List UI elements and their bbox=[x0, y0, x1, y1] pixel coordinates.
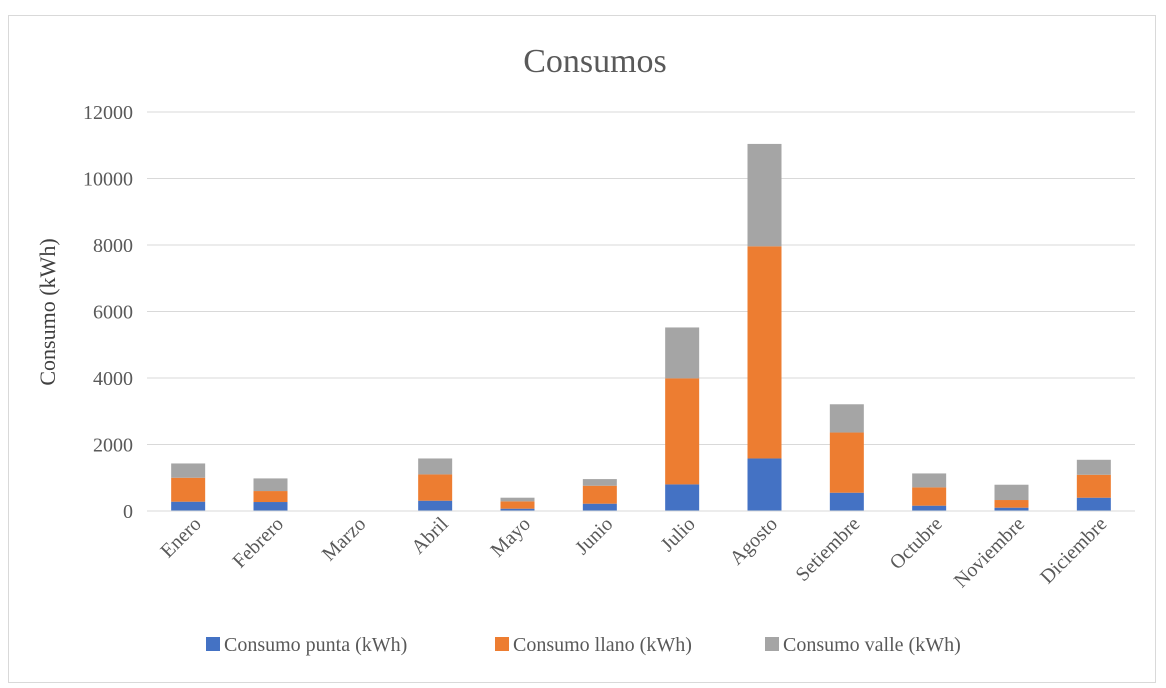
bar-segment bbox=[665, 378, 700, 485]
bar-segment bbox=[912, 487, 947, 506]
legend: Consumo punta (kWh) Consumo llano (kWh) Co… bbox=[206, 634, 961, 656]
legend-label: Consumo punta (kWh) bbox=[224, 634, 407, 656]
bar-segment bbox=[994, 484, 1029, 501]
bar-segment bbox=[747, 143, 782, 247]
bar-segment bbox=[500, 497, 535, 502]
bar-segment bbox=[500, 501, 535, 509]
bar-segment bbox=[253, 502, 288, 511]
legend-swatch bbox=[495, 637, 509, 651]
bar-segment bbox=[1076, 474, 1111, 498]
bar-segment bbox=[665, 484, 700, 511]
x-tick-label: Mayo bbox=[486, 513, 535, 562]
chart-title: Consumos bbox=[523, 43, 667, 80]
bar-segment bbox=[829, 492, 864, 511]
x-tick-label: Octubre bbox=[886, 513, 947, 574]
y-tick-label: 2000 bbox=[93, 435, 133, 457]
bar-segment bbox=[994, 500, 1029, 508]
x-tick-label: Abril bbox=[407, 513, 453, 559]
y-tick-label: 8000 bbox=[93, 235, 133, 257]
stacked-bar-chart: Consumos Consumo (kWh) 0 2000 4000 6000 8000… bbox=[35, 43, 1135, 656]
y-tick-label: 0 bbox=[123, 501, 133, 523]
bar-segment bbox=[665, 327, 700, 379]
bar-segment bbox=[829, 432, 864, 493]
bar-segment bbox=[253, 478, 288, 492]
x-tick-label: Diciembre bbox=[1036, 513, 1111, 588]
y-axis-label: Consumo (kWh) bbox=[35, 238, 60, 385]
legend-swatch bbox=[765, 637, 779, 651]
chart-container: Consumos Consumo (kWh) 0 2000 4000 6000 8000… bbox=[8, 15, 1156, 683]
legend-label: Consumo valle (kWh) bbox=[783, 634, 961, 656]
legend-label: Consumo llano (kWh) bbox=[513, 634, 692, 656]
bar-segment bbox=[582, 485, 617, 504]
bar-segment bbox=[253, 491, 288, 503]
bar-segment bbox=[418, 474, 453, 501]
bar-segment bbox=[418, 500, 453, 511]
y-axis-ticks: 0 2000 4000 6000 8000 10000 12000 bbox=[83, 102, 133, 523]
bar-segment bbox=[1076, 459, 1111, 475]
x-tick-label: Marzo bbox=[318, 513, 370, 565]
x-tick-label: Julio bbox=[657, 513, 700, 556]
bar-segment bbox=[912, 505, 947, 511]
bar-segment bbox=[171, 501, 206, 511]
bar-segment bbox=[418, 458, 453, 475]
x-axis-ticks: Enero Febrero Marzo Abril Mayo Junio Julio Agos… bbox=[156, 513, 1111, 592]
bar-segment bbox=[171, 477, 206, 502]
bar-segment bbox=[994, 507, 1029, 511]
bar-segment bbox=[582, 503, 617, 511]
bar-segment bbox=[500, 508, 535, 511]
y-tick-label: 4000 bbox=[93, 368, 133, 390]
bar-segment bbox=[912, 473, 947, 488]
bar-segment bbox=[582, 479, 617, 486]
y-tick-label: 6000 bbox=[93, 302, 133, 324]
x-tick-label: Setiembre bbox=[791, 513, 864, 586]
bar-segment bbox=[747, 246, 782, 459]
bar-segment bbox=[829, 404, 864, 433]
gridlines bbox=[147, 111, 1135, 445]
y-tick-label: 10000 bbox=[83, 169, 133, 191]
x-tick-label: Noviembre bbox=[950, 513, 1029, 592]
x-tick-label: Agosto bbox=[726, 513, 782, 569]
x-tick-label: Junio bbox=[571, 513, 617, 559]
bar-segment bbox=[747, 458, 782, 511]
legend-swatch bbox=[206, 637, 220, 651]
bar-segment bbox=[171, 463, 206, 478]
bar-segment bbox=[1076, 497, 1111, 511]
x-tick-label: Enero bbox=[156, 513, 205, 562]
x-tick-label: Febrero bbox=[228, 513, 288, 573]
bars bbox=[171, 143, 1111, 511]
y-tick-label: 12000 bbox=[83, 102, 133, 124]
